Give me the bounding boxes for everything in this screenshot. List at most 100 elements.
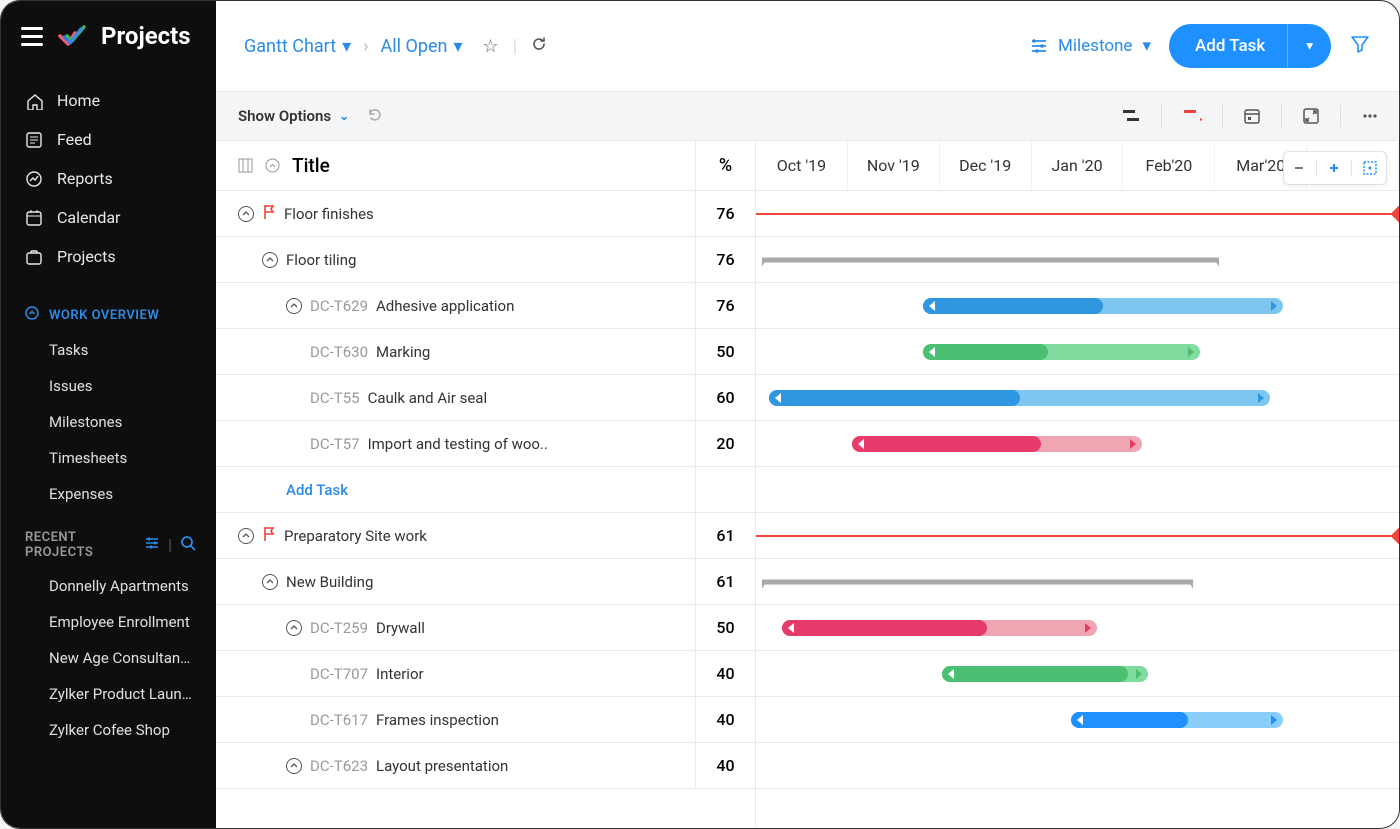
task-bar[interactable] bbox=[923, 298, 1283, 314]
task-percent bbox=[695, 467, 755, 512]
task-row[interactable]: Floor finishes76 bbox=[216, 191, 755, 237]
collapse-icon[interactable] bbox=[286, 758, 302, 774]
add-task-dropdown[interactable]: ▾ bbox=[1287, 24, 1331, 68]
breadcrumb: Gantt Chart ▾ › All Open ▾ ☆ | bbox=[244, 36, 547, 57]
task-row[interactable]: DC-T707 Interior40 bbox=[216, 651, 755, 697]
projects-icon bbox=[25, 248, 43, 266]
task-row[interactable]: New Building61 bbox=[216, 559, 755, 605]
zoom-in-icon[interactable] bbox=[1327, 161, 1341, 175]
collapse-icon[interactable] bbox=[286, 620, 302, 636]
critical-path-icon[interactable] bbox=[1182, 107, 1202, 125]
recent-project-item[interactable]: Donnelly Apartments bbox=[1, 568, 216, 604]
milestone-diamond[interactable] bbox=[1390, 205, 1400, 222]
chart-row bbox=[756, 237, 1399, 283]
task-label: Drywall bbox=[376, 619, 425, 637]
task-row[interactable]: DC-T623 Layout presentation40 bbox=[216, 743, 755, 789]
sidebar-item-milestones[interactable]: Milestones bbox=[1, 404, 216, 440]
gantt-right-pane: Oct '19Nov '19Dec '19Jan '20Feb'20Mar'20… bbox=[756, 141, 1399, 828]
recent-project-item[interactable]: Employee Enrollment bbox=[1, 604, 216, 640]
sidebar-item-expenses[interactable]: Expenses bbox=[1, 476, 216, 512]
fit-icon[interactable] bbox=[1362, 160, 1378, 176]
task-bar[interactable] bbox=[852, 436, 1141, 452]
collapse-icon[interactable] bbox=[262, 574, 278, 590]
sidebar-item-projects[interactable]: Projects bbox=[1, 237, 216, 276]
menu-icon[interactable] bbox=[21, 27, 43, 46]
task-row[interactable]: Preparatory Site work61 bbox=[216, 513, 755, 559]
view-selector[interactable]: Gantt Chart ▾ bbox=[244, 36, 351, 57]
recent-project-item[interactable]: Zylker Cofee Shop bbox=[1, 712, 216, 748]
task-bar[interactable] bbox=[942, 666, 1148, 682]
settings-icon[interactable] bbox=[144, 535, 160, 555]
collapse-icon[interactable] bbox=[262, 252, 278, 268]
timeline-month: Feb'20 bbox=[1123, 141, 1215, 190]
task-label: Frames inspection bbox=[376, 711, 499, 729]
show-options-button[interactable]: Show Options⌄ bbox=[238, 107, 349, 125]
sidebar-item-issues[interactable]: Issues bbox=[1, 368, 216, 404]
sidebar-item-reports[interactable]: Reports bbox=[1, 159, 216, 198]
zoom-out-icon[interactable] bbox=[1292, 161, 1306, 175]
sidebar-item-timesheets[interactable]: Timesheets bbox=[1, 440, 216, 476]
star-icon[interactable]: ☆ bbox=[483, 36, 499, 57]
timeline-month: Oct '19 bbox=[756, 141, 848, 190]
task-row[interactable]: DC-T617 Frames inspection 40 bbox=[216, 697, 755, 743]
collapse-icon[interactable] bbox=[286, 298, 302, 314]
collapse-all-icon[interactable] bbox=[265, 158, 280, 173]
filter-selector[interactable]: All Open ▾ bbox=[381, 36, 463, 57]
task-percent: 40 bbox=[695, 743, 755, 788]
collapse-icon[interactable] bbox=[238, 528, 254, 544]
milestone-selector[interactable]: Milestone ▾ bbox=[1030, 36, 1151, 56]
flag-icon bbox=[262, 204, 276, 224]
task-row[interactable]: Add Task bbox=[216, 467, 755, 513]
task-row[interactable]: DC-T55 Caulk and Air seal60 bbox=[216, 375, 755, 421]
task-percent: 40 bbox=[695, 697, 755, 742]
milestone-bar[interactable] bbox=[756, 535, 1399, 537]
task-id: DC-T617 bbox=[310, 711, 368, 729]
summary-bar[interactable] bbox=[762, 579, 1193, 584]
chart-row bbox=[756, 697, 1399, 743]
refresh-icon[interactable] bbox=[531, 36, 547, 57]
breadcrumb-sep: › bbox=[363, 36, 368, 57]
task-row[interactable]: DC-T630 Marking50 bbox=[216, 329, 755, 375]
task-bar[interactable] bbox=[1071, 712, 1283, 728]
undo-icon[interactable] bbox=[365, 105, 383, 127]
work-overview-header[interactable]: WORK OVERVIEW bbox=[1, 286, 216, 332]
task-bar[interactable] bbox=[923, 344, 1199, 360]
task-bar[interactable] bbox=[769, 390, 1271, 406]
milestone-bar[interactable] bbox=[756, 213, 1399, 215]
fullscreen-icon[interactable] bbox=[1302, 107, 1320, 125]
task-row[interactable]: Floor tiling76 bbox=[216, 237, 755, 283]
timeline-month: Nov '19 bbox=[848, 141, 940, 190]
summary-bar[interactable] bbox=[762, 257, 1219, 262]
task-percent: 61 bbox=[695, 513, 755, 558]
task-row[interactable]: DC-T629 Adhesive application76 bbox=[216, 283, 755, 329]
chart-row bbox=[756, 191, 1399, 237]
chart-row bbox=[756, 559, 1399, 605]
task-rows: Floor finishes76Floor tiling76DC-T629 Ad… bbox=[216, 191, 755, 828]
task-bar[interactable] bbox=[782, 620, 1097, 636]
app-window: Projects HomeFeedReportsCalendarProjects… bbox=[0, 0, 1400, 829]
columns-icon[interactable] bbox=[238, 158, 253, 173]
chart-row bbox=[756, 283, 1399, 329]
collapse-icon[interactable] bbox=[238, 206, 254, 222]
sidebar-item-home[interactable]: Home bbox=[1, 81, 216, 120]
sidebar-item-calendar[interactable]: Calendar bbox=[1, 198, 216, 237]
chart-row bbox=[756, 329, 1399, 375]
filter-icon[interactable] bbox=[1349, 33, 1371, 59]
task-row[interactable]: DC-T57 Import and testing of woo..20 bbox=[216, 421, 755, 467]
recent-project-item[interactable]: New Age Consultancy bbox=[1, 640, 216, 676]
milestone-diamond[interactable] bbox=[1390, 527, 1400, 544]
sidebar-item-feed[interactable]: Feed bbox=[1, 120, 216, 159]
topbar-right: Milestone ▾ Add Task ▾ bbox=[1030, 24, 1371, 68]
search-icon[interactable] bbox=[180, 535, 196, 555]
main: Gantt Chart ▾ › All Open ▾ ☆ | Milestone… bbox=[216, 1, 1399, 828]
sidebar-item-tasks[interactable]: Tasks bbox=[1, 332, 216, 368]
task-label: New Building bbox=[286, 573, 373, 591]
task-row[interactable]: DC-T259 Drywall50 bbox=[216, 605, 755, 651]
add-task-button[interactable]: Add Task ▾ bbox=[1169, 24, 1331, 68]
recent-project-item[interactable]: Zylker Product Launch bbox=[1, 676, 216, 712]
chart-row bbox=[756, 605, 1399, 651]
more-icon[interactable] bbox=[1361, 107, 1379, 125]
task-label: Floor finishes bbox=[284, 205, 374, 223]
baseline-icon[interactable] bbox=[1121, 107, 1141, 125]
today-icon[interactable] bbox=[1243, 107, 1261, 125]
